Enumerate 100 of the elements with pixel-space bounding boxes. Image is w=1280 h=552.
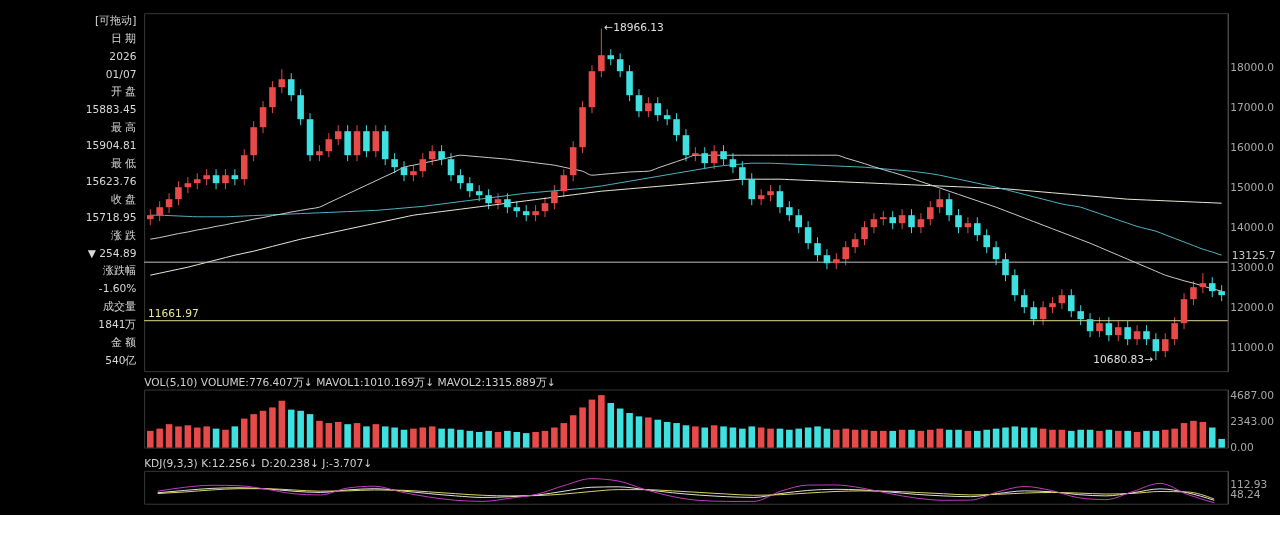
- bar: [1077, 429, 1084, 448]
- chart-title: KDJ(9,3,3) K:12.256↓ D:20.238↓ J:-3.707↓: [144, 456, 373, 470]
- text: 开 盘: [111, 85, 137, 99]
- candlestick: [823, 248, 831, 270]
- candlestick: [344, 124, 351, 162]
- bar: [146, 430, 154, 448]
- candlestick: [870, 212, 878, 234]
- y-tick-label: 0.00: [1230, 441, 1255, 454]
- candlestick: [1152, 332, 1160, 361]
- bar: [814, 426, 821, 448]
- bar: [1021, 427, 1028, 448]
- bar: [833, 429, 840, 448]
- candlestick: [494, 192, 502, 210]
- bar: [1086, 429, 1094, 448]
- text: 成交量: [103, 300, 137, 314]
- bar: [1208, 427, 1216, 448]
- bar: [344, 424, 351, 448]
- candlestick: [504, 192, 511, 214]
- text: ▼ 254.89: [87, 246, 137, 260]
- candlestick: [1199, 272, 1207, 294]
- text: 1841万: [98, 318, 137, 332]
- candlestick: [673, 112, 680, 142]
- candlestick: [325, 132, 333, 158]
- bar: [372, 424, 380, 448]
- bar: [466, 430, 474, 448]
- y-tick-label: 17000.0: [1230, 100, 1275, 114]
- bar: [428, 426, 436, 448]
- bar: [1049, 429, 1056, 448]
- candlestick: [240, 148, 248, 186]
- bar: [165, 424, 173, 448]
- candlestick: [786, 200, 793, 222]
- candlestick: [551, 184, 558, 210]
- bar: [1096, 430, 1103, 448]
- candlestick: [1077, 304, 1084, 326]
- candlestick: [372, 124, 380, 158]
- bar: [1171, 428, 1178, 448]
- y-tick-label: 15000.0: [1230, 180, 1275, 194]
- bar: [748, 426, 756, 448]
- bar: [1039, 428, 1047, 448]
- bar: [1058, 429, 1066, 448]
- bar: [786, 429, 793, 448]
- bar: [410, 428, 417, 448]
- text: 2026: [109, 49, 137, 63]
- bar: [955, 429, 962, 448]
- bar: [1114, 430, 1122, 448]
- bar: [551, 427, 558, 448]
- candlestick: [701, 146, 709, 170]
- candlestick: [654, 96, 662, 122]
- bar: [475, 431, 483, 448]
- bar: [673, 423, 680, 448]
- candlestick: [363, 124, 370, 158]
- candlestick: [1067, 288, 1075, 318]
- y-tick-label: 13000.0: [1230, 260, 1275, 274]
- candlestick: [259, 100, 267, 134]
- candlestick: [447, 152, 455, 182]
- candlestick: [1096, 316, 1103, 338]
- candlestick: [748, 172, 756, 206]
- bar: [240, 418, 248, 448]
- bar: [908, 429, 915, 448]
- candlestick: [1030, 300, 1037, 326]
- bar: [889, 430, 896, 448]
- bar: [522, 433, 530, 448]
- bar: [250, 414, 257, 448]
- bar: [532, 431, 539, 448]
- bar: [391, 427, 398, 448]
- candlestick: [739, 160, 746, 186]
- bar: [936, 428, 943, 448]
- text: 15883.45: [85, 103, 137, 117]
- bar: [880, 430, 887, 448]
- bar: [945, 429, 953, 448]
- bar: [334, 421, 342, 448]
- candlestick: [297, 88, 304, 126]
- bar: [306, 414, 314, 448]
- candlestick: [457, 168, 464, 190]
- candlestick: [400, 160, 408, 182]
- text: 最 高: [111, 121, 137, 135]
- candlestick: [795, 208, 803, 234]
- bar: [823, 428, 831, 448]
- bar: [917, 430, 925, 448]
- candlestick: [776, 184, 784, 214]
- candlestick: [1143, 324, 1150, 346]
- bar: [1105, 429, 1113, 448]
- candlestick: [861, 220, 868, 246]
- candlestick: [1021, 288, 1028, 314]
- bar: [259, 410, 267, 448]
- candlestick: [945, 192, 953, 222]
- y-tick-label: 4687.00: [1230, 388, 1275, 402]
- candlestick: [720, 144, 727, 166]
- text: 01/07: [105, 67, 137, 81]
- candlestick: [278, 68, 286, 94]
- candlestick: [1180, 292, 1188, 330]
- bar: [645, 417, 652, 448]
- bar: [212, 428, 220, 448]
- candlestick: [898, 208, 906, 230]
- candlestick: [419, 152, 427, 178]
- bar: [457, 429, 464, 448]
- bar: [692, 426, 699, 448]
- bar: [983, 429, 990, 448]
- candlestick: [541, 196, 549, 218]
- bar: [804, 427, 812, 448]
